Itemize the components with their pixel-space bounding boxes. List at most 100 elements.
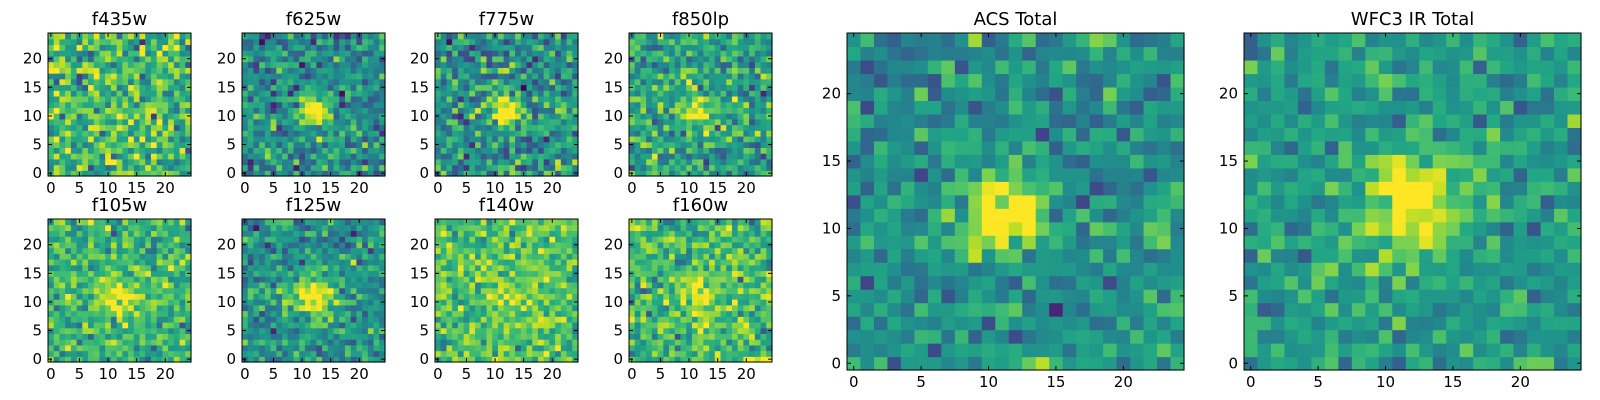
heatmap-cell bbox=[70, 61, 78, 68]
heatmap-cell bbox=[310, 327, 317, 334]
heatmap-cell bbox=[503, 304, 510, 312]
heatmap-cell bbox=[509, 339, 516, 346]
heatmap-cell bbox=[116, 90, 123, 97]
heatmap-cell bbox=[185, 287, 192, 294]
heatmap-cell bbox=[497, 350, 505, 357]
heatmap-cell bbox=[168, 356, 175, 363]
heatmap-cell bbox=[179, 327, 186, 334]
heatmap-cell bbox=[663, 95, 670, 103]
heatmap-cell bbox=[737, 84, 744, 91]
heatmap-cell bbox=[242, 124, 249, 131]
heatmap-cell bbox=[446, 230, 453, 237]
heatmap-cell bbox=[543, 73, 550, 80]
heatmap-cell bbox=[293, 73, 300, 80]
heatmap-cell bbox=[686, 84, 693, 91]
heatmap-cell bbox=[133, 247, 141, 254]
heatmap-cell bbox=[657, 118, 664, 126]
heatmap-cell bbox=[76, 339, 83, 346]
heatmap-cell bbox=[253, 101, 260, 108]
heatmap-cell bbox=[59, 130, 66, 137]
heatmap-cell bbox=[48, 224, 55, 232]
heatmap-cell bbox=[293, 113, 300, 120]
heatmap-cell bbox=[537, 247, 545, 254]
heatmap-cell bbox=[555, 90, 562, 97]
heatmap-cell bbox=[304, 90, 312, 97]
heatmap-cell bbox=[440, 247, 448, 254]
heatmap-cell bbox=[691, 153, 699, 160]
heatmap-cell bbox=[264, 101, 272, 108]
heatmap-cell bbox=[532, 55, 539, 63]
heatmap-cell bbox=[327, 55, 335, 63]
heatmap-cell bbox=[276, 170, 283, 177]
heatmap-cell bbox=[572, 78, 579, 86]
heatmap-cell bbox=[469, 164, 476, 171]
heatmap-cell bbox=[116, 78, 123, 86]
heatmap-cell bbox=[350, 224, 357, 232]
heatmap-cell bbox=[492, 55, 499, 63]
heatmap-cell bbox=[651, 78, 659, 86]
heatmap-cell bbox=[737, 90, 744, 97]
heatmap-cell bbox=[446, 241, 453, 249]
heatmap-cell bbox=[282, 84, 289, 91]
heatmap-cell bbox=[293, 247, 300, 254]
heatmap-cell bbox=[282, 147, 289, 154]
heatmap-cell bbox=[310, 33, 317, 40]
heatmap-cell bbox=[566, 107, 573, 114]
heatmap-cell bbox=[714, 124, 722, 131]
heatmap-cell bbox=[486, 344, 493, 352]
heatmap-cell bbox=[537, 61, 545, 68]
heatmap-cell bbox=[560, 333, 568, 340]
heatmap-cell bbox=[145, 310, 152, 317]
heatmap-cell bbox=[247, 327, 255, 334]
heatmap-cell bbox=[327, 299, 335, 306]
heatmap-cell bbox=[634, 124, 642, 131]
heatmap-cell bbox=[162, 287, 169, 294]
heatmap-cell bbox=[480, 44, 488, 51]
heatmap-cell bbox=[316, 147, 323, 154]
heatmap-cell bbox=[691, 141, 699, 148]
heatmap-cell bbox=[515, 101, 522, 108]
heatmap-cell bbox=[629, 316, 636, 323]
heatmap-cell bbox=[150, 293, 158, 300]
heatmap-cell bbox=[651, 310, 659, 317]
heatmap-cell bbox=[247, 101, 255, 108]
heatmap-cell bbox=[59, 344, 66, 352]
heatmap-cell bbox=[242, 101, 249, 108]
heatmap-cell bbox=[709, 95, 716, 103]
heatmap-cell bbox=[475, 287, 482, 294]
x-tick-label: 10 bbox=[680, 179, 699, 197]
heatmap-cell bbox=[566, 247, 573, 254]
heatmap-cell bbox=[276, 107, 283, 114]
heatmap-cell bbox=[276, 287, 283, 294]
heatmap-cell bbox=[179, 130, 186, 137]
heatmap-cell bbox=[475, 339, 482, 346]
heatmap-cell bbox=[59, 33, 66, 40]
heatmap-cell bbox=[59, 118, 66, 126]
heatmap-cell bbox=[709, 113, 716, 120]
heatmap-cell bbox=[82, 299, 89, 306]
heatmap-cell bbox=[310, 101, 317, 108]
heatmap-cell bbox=[48, 230, 55, 237]
heatmap-cell bbox=[709, 310, 716, 317]
heatmap-cell bbox=[168, 130, 175, 137]
heatmap-cell bbox=[139, 287, 146, 294]
heatmap-cell bbox=[150, 264, 158, 272]
heatmap-cell bbox=[537, 107, 545, 114]
heatmap-cell bbox=[634, 141, 642, 148]
heatmap-cell bbox=[259, 356, 266, 363]
heatmap-cell bbox=[82, 287, 89, 294]
heatmap-cell bbox=[754, 50, 762, 57]
heatmap-cell bbox=[486, 38, 493, 46]
heatmap-cell bbox=[264, 44, 272, 51]
heatmap-cell bbox=[367, 241, 375, 249]
heatmap-cell bbox=[463, 141, 470, 148]
heatmap-cell bbox=[264, 113, 272, 120]
heatmap-cell bbox=[657, 130, 664, 137]
heatmap-cell bbox=[179, 276, 186, 283]
heatmap-cell bbox=[310, 356, 317, 363]
heatmap-cell bbox=[680, 33, 687, 40]
heatmap-cell bbox=[537, 253, 545, 260]
heatmap-cell bbox=[703, 141, 710, 148]
heatmap-cell bbox=[65, 50, 72, 57]
heatmap-cell bbox=[93, 236, 101, 243]
